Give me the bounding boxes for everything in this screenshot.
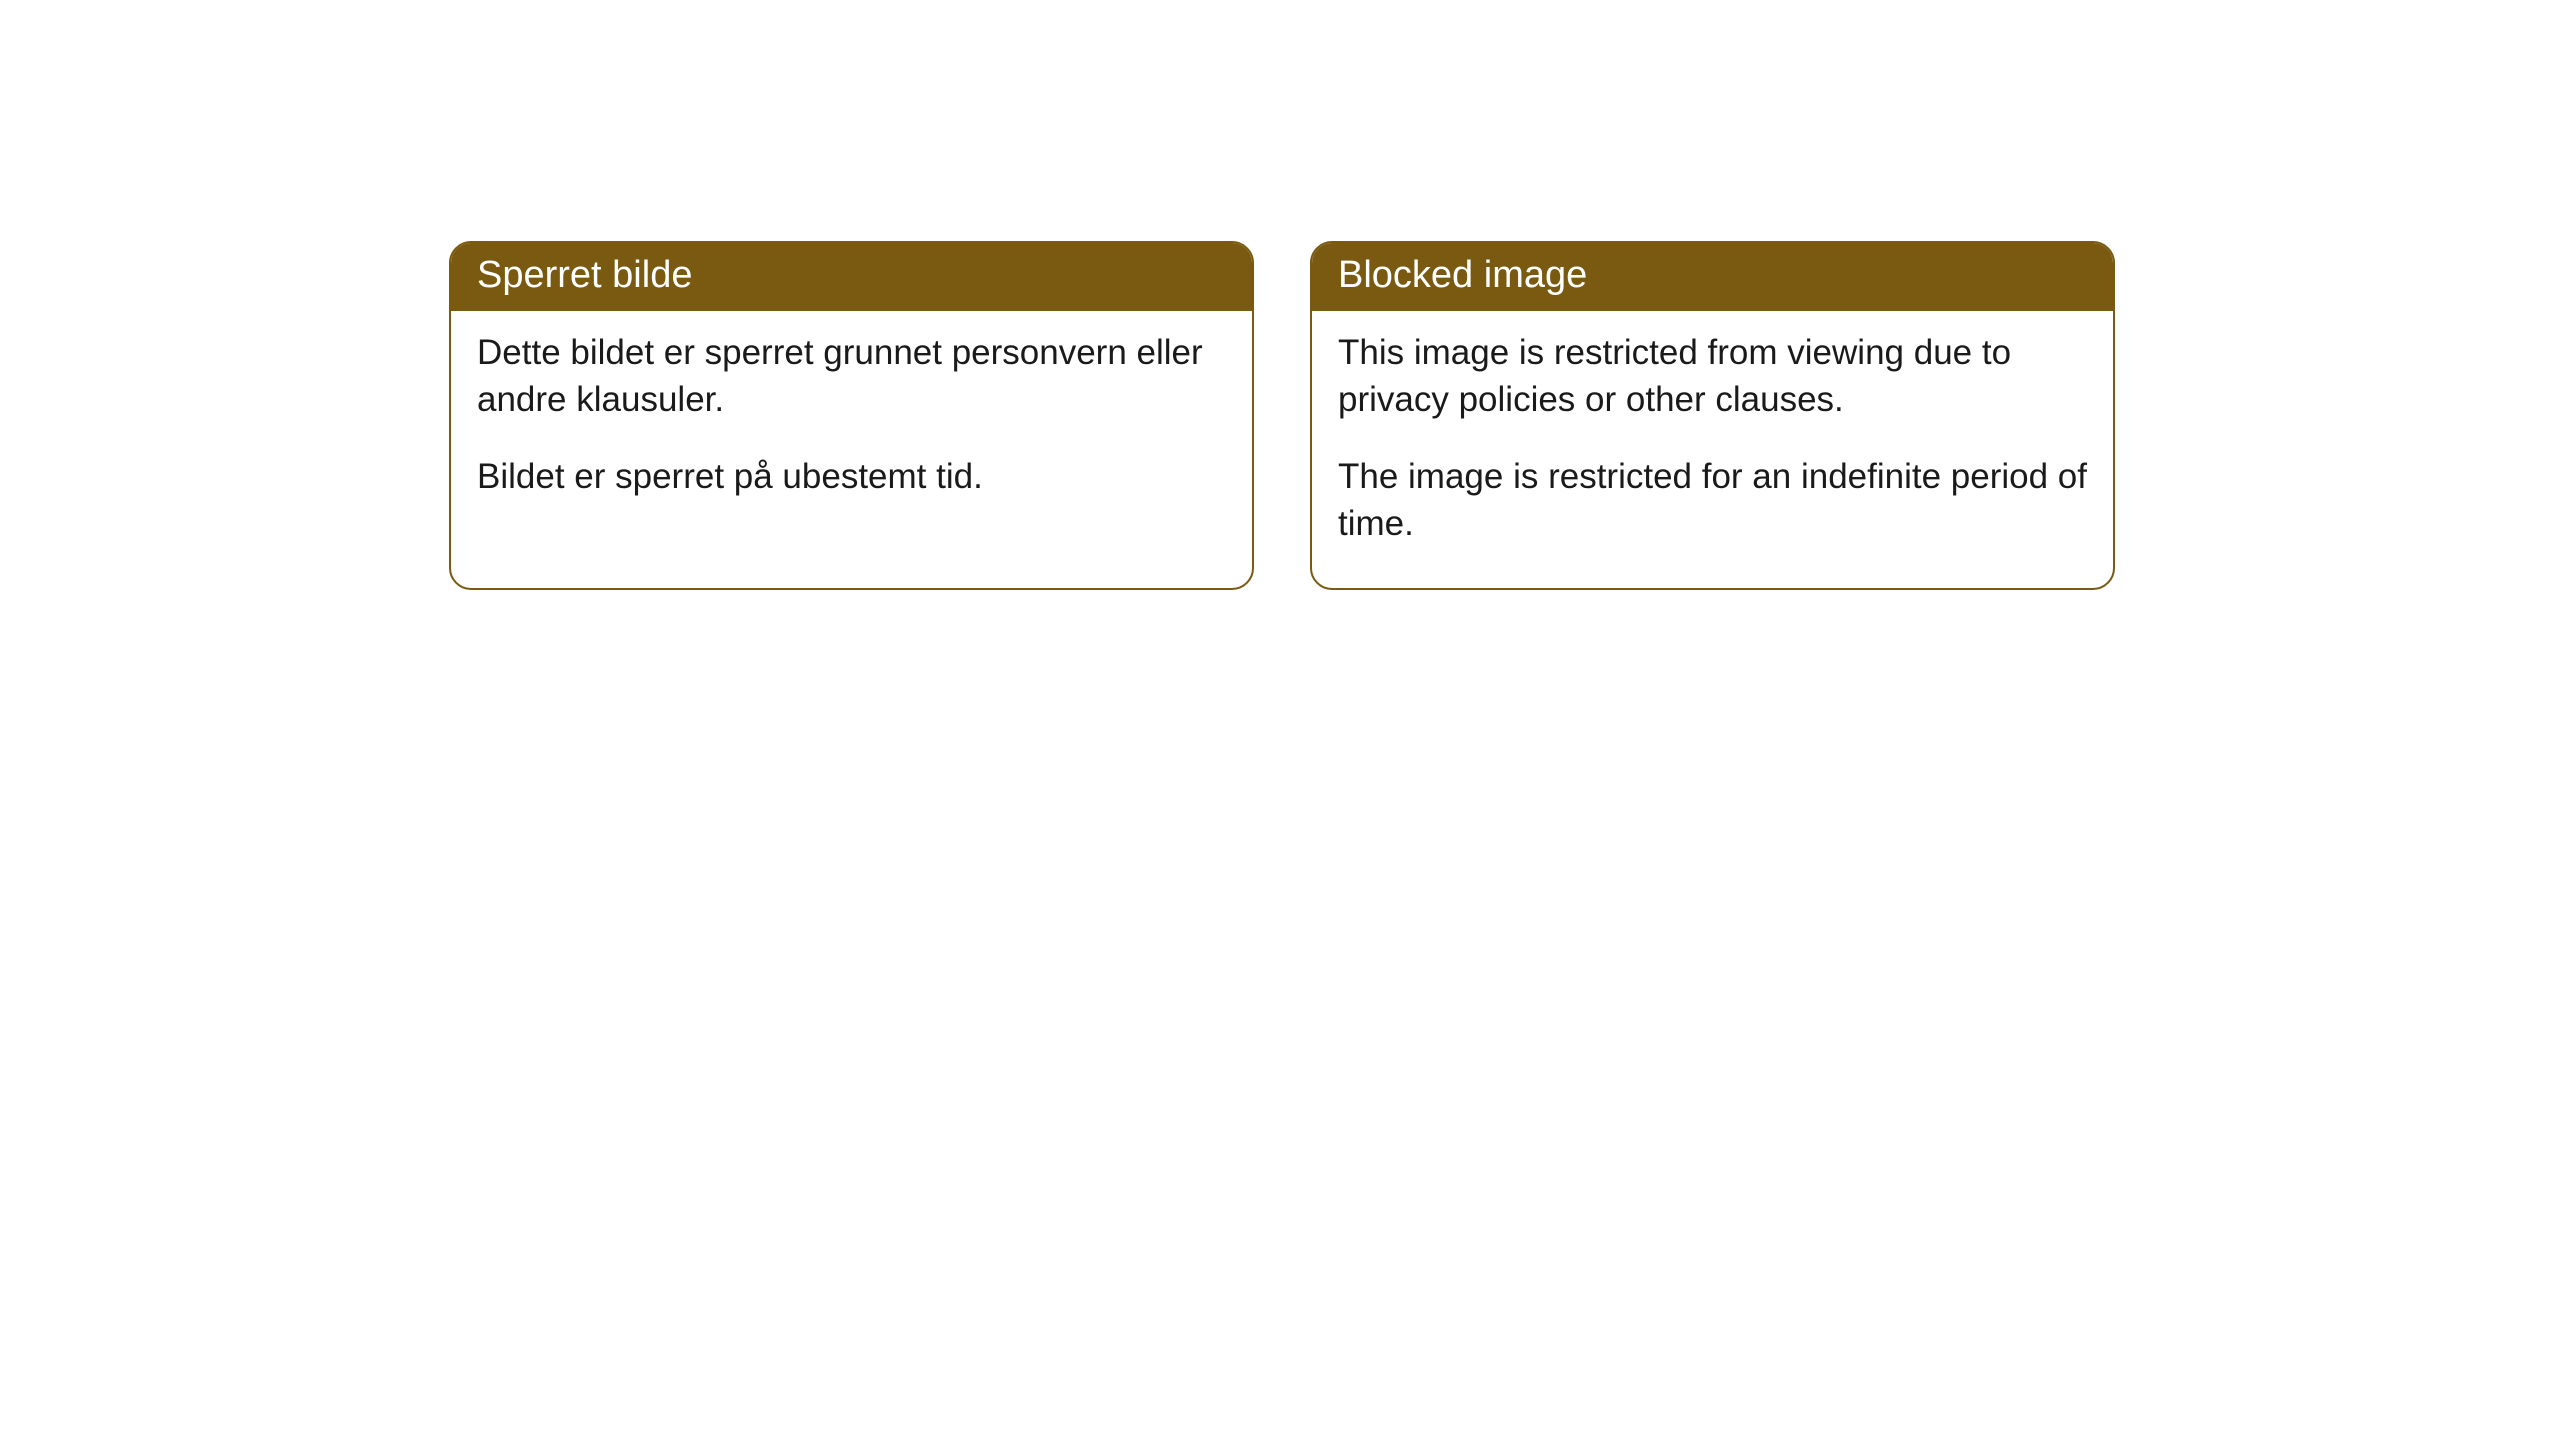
- notice-card-body: Dette bildet er sperret grunnet personve…: [451, 311, 1252, 541]
- notice-card-paragraph: This image is restricted from viewing du…: [1338, 329, 2087, 424]
- notice-card-paragraph: Dette bildet er sperret grunnet personve…: [477, 329, 1226, 424]
- notice-card-header: Sperret bilde: [451, 243, 1252, 311]
- notice-card-header: Blocked image: [1312, 243, 2113, 311]
- notice-card-english: Blocked image This image is restricted f…: [1310, 241, 2115, 590]
- notice-card-title: Blocked image: [1338, 254, 1587, 296]
- notice-card-paragraph: The image is restricted for an indefinit…: [1338, 453, 2087, 548]
- notice-card-body: This image is restricted from viewing du…: [1312, 311, 2113, 588]
- notice-card-paragraph: Bildet er sperret på ubestemt tid.: [477, 453, 1226, 500]
- notice-card-norwegian: Sperret bilde Dette bildet er sperret gr…: [449, 241, 1254, 590]
- notice-card-container: Sperret bilde Dette bildet er sperret gr…: [449, 241, 2115, 590]
- notice-card-title: Sperret bilde: [477, 254, 692, 296]
